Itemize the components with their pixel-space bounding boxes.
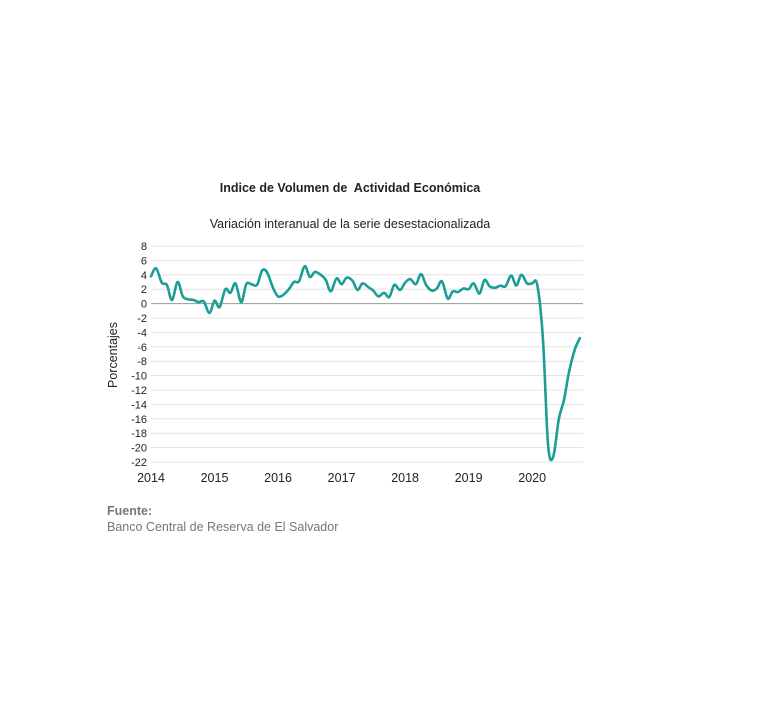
- y-tick-label: 4: [141, 270, 147, 282]
- y-axis-ticks: 8 6 4 2 0 -2 -4 -6 -8 -10 -12 -14 -16 -18 -20 -22: [131, 241, 147, 469]
- x-tick-label: 2020: [518, 471, 546, 485]
- y-tick-label: -6: [137, 342, 147, 354]
- x-axis-ticks: 2014 2015 2016 2017 2018 2019 2020: [137, 471, 546, 485]
- y-tick-label: -8: [137, 356, 147, 368]
- y-axis-label: Porcentajes: [106, 322, 120, 388]
- y-tick-label: 6: [141, 255, 147, 267]
- y-tick-label: -12: [131, 385, 147, 397]
- y-tick-label: -2: [137, 313, 147, 325]
- source-text: Banco Central de Reserva de El Salvador: [107, 520, 339, 534]
- y-tick-label: 8: [141, 241, 147, 253]
- y-tick-label: -10: [131, 371, 147, 383]
- y-tick-label: 2: [141, 284, 147, 296]
- chart-title: Indice de Volumen de Actividad Económica: [219, 181, 481, 195]
- y-tick-label: -18: [131, 428, 147, 440]
- x-tick-label: 2018: [391, 471, 419, 485]
- y-tick-label: -14: [131, 399, 147, 411]
- y-tick-label: -4: [137, 327, 147, 339]
- x-tick-label: 2015: [201, 471, 229, 485]
- chart-subtitle: Variación interanual de la serie desesta…: [209, 217, 491, 231]
- x-tick-label: 2017: [328, 471, 356, 485]
- y-tick-label: -16: [131, 414, 147, 426]
- y-tick-label: -20: [131, 443, 147, 455]
- x-tick-label: 2019: [455, 471, 483, 485]
- series-line: [149, 264, 582, 462]
- grid-lines: [151, 245, 583, 463]
- y-tick-label: 0: [141, 299, 147, 311]
- y-tick-label: -22: [131, 457, 147, 469]
- x-tick-label: 2014: [137, 471, 165, 485]
- source-label: Fuente:: [107, 504, 153, 518]
- series-group: [149, 264, 582, 462]
- x-tick-label: 2016: [264, 471, 292, 485]
